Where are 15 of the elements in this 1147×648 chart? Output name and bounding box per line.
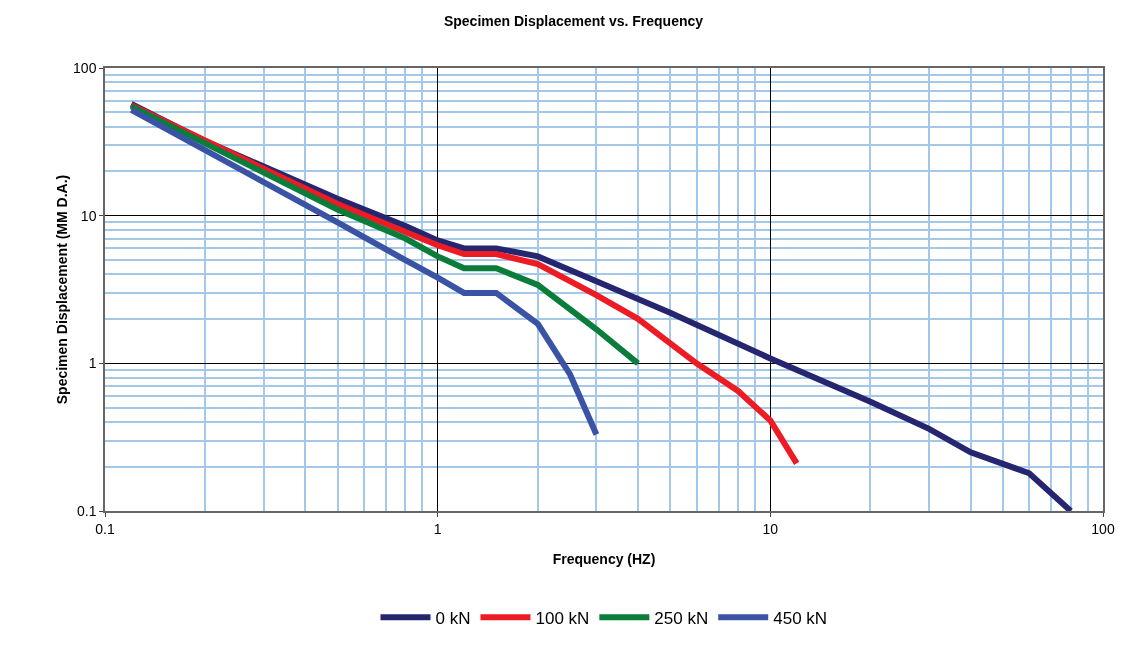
legend-label: 450 kN (773, 608, 828, 628)
y-tick-label: 100 (73, 59, 97, 76)
x-tick-label: 100 (1091, 520, 1115, 537)
x-tick-label: 10 (762, 520, 779, 537)
legend-label: 0 kN (435, 608, 471, 628)
x-axis-title: Frequency (HZ) (552, 550, 656, 567)
x-tick-label: 1 (433, 520, 442, 537)
y-axis-title: Specimen Displacement (MM D.A.) (53, 174, 70, 405)
y-tick-label: 1 (88, 355, 97, 372)
legend-label: 250 kN (654, 608, 709, 628)
y-tick-label: 10 (80, 207, 97, 224)
y-tick-label: 0.1 (76, 502, 97, 519)
chart-title: Specimen Displacement vs. Frequency (443, 13, 704, 29)
legend-label: 100 kN (535, 608, 590, 628)
x-tick-label: 0.1 (95, 520, 115, 537)
